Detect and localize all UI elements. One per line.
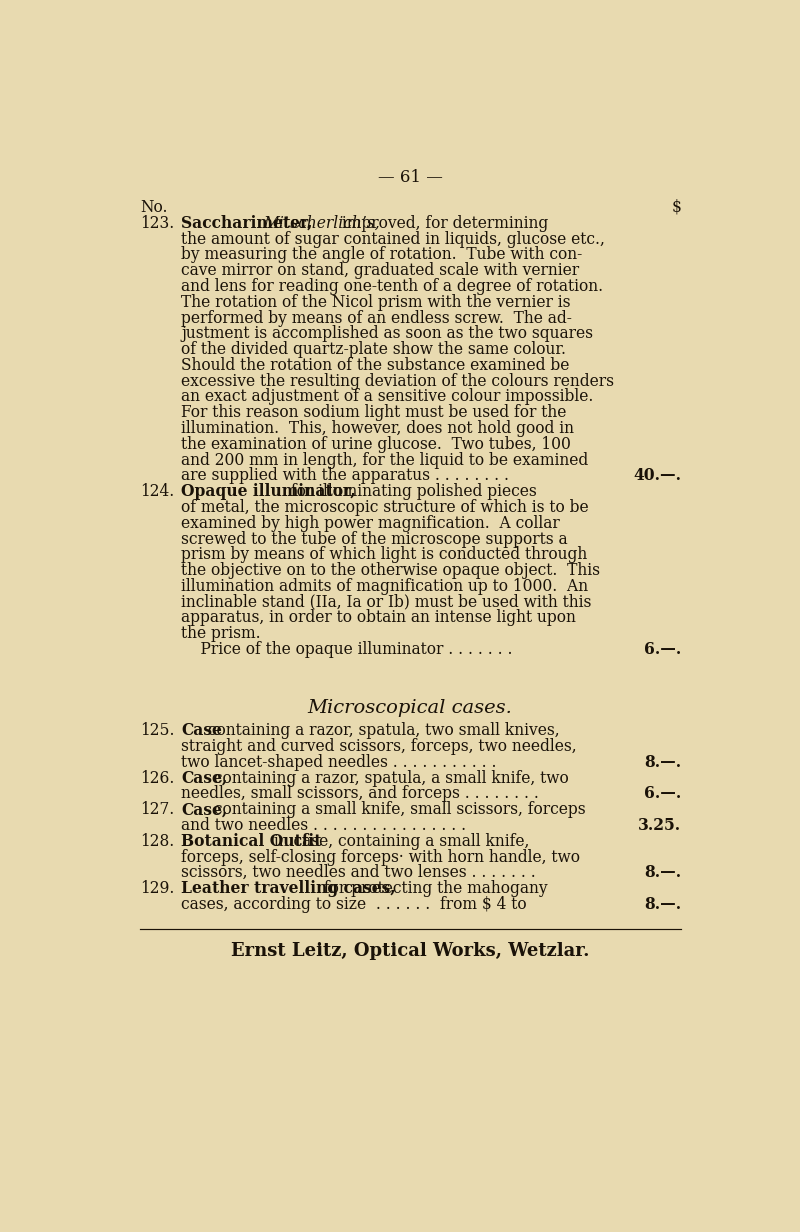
Text: forceps, self-closing forceps· with horn handle, two: forceps, self-closing forceps· with horn… <box>182 849 580 866</box>
Text: of metal, the microscopic structure of which is to be: of metal, the microscopic structure of w… <box>182 499 589 516</box>
Text: 128.: 128. <box>140 833 174 850</box>
Text: for illuminating polished pieces: for illuminating polished pieces <box>286 483 537 500</box>
Text: for protecting the mahogany: for protecting the mahogany <box>319 880 547 897</box>
Text: of the divided quartz-plate show the same colour.: of the divided quartz-plate show the sam… <box>182 341 566 359</box>
Text: 127.: 127. <box>140 801 174 818</box>
Text: and lens for reading one-tenth of a degree of rotation.: and lens for reading one-tenth of a degr… <box>182 278 603 294</box>
Text: the examination of urine glucose.  Two tubes, 100: the examination of urine glucose. Two tu… <box>182 436 571 453</box>
Text: in case, containing a small knife,: in case, containing a small knife, <box>270 833 530 850</box>
Text: The rotation of the Nicol prism with the vernier is: The rotation of the Nicol prism with the… <box>182 293 571 310</box>
Text: inclinable stand (IIa, Ia or Ib) must be used with this: inclinable stand (IIa, Ia or Ib) must be… <box>182 594 592 611</box>
Text: excessive the resulting deviation of the colours renders: excessive the resulting deviation of the… <box>182 372 614 389</box>
Text: 6.—.: 6.—. <box>644 641 682 658</box>
Text: cave mirror on stand, graduated scale with vernier: cave mirror on stand, graduated scale wi… <box>182 262 579 280</box>
Text: 129.: 129. <box>140 880 174 897</box>
Text: needles, small scissors, and forceps . . . . . . . .: needles, small scissors, and forceps . .… <box>182 786 539 802</box>
Text: Case,: Case, <box>182 770 228 786</box>
Text: Ernst Leitz, Optical Works, Wetzlar.: Ernst Leitz, Optical Works, Wetzlar. <box>230 942 590 961</box>
Text: 124.: 124. <box>140 483 174 500</box>
Text: two lancet-shaped needles . . . . . . . . . . .: two lancet-shaped needles . . . . . . . … <box>182 754 497 771</box>
Text: illumination admits of magnification up to 1000.  An: illumination admits of magnification up … <box>182 578 589 595</box>
Text: and two needles . . . . . . . . . . . . . . . .: and two needles . . . . . . . . . . . . … <box>182 817 466 834</box>
Text: cases, according to size  . . . . . .  from $ 4 to: cases, according to size . . . . . . fro… <box>182 896 527 913</box>
Text: 8.—.: 8.—. <box>644 754 682 771</box>
Text: apparatus, in order to obtain an intense light upon: apparatus, in order to obtain an intense… <box>182 610 576 626</box>
Text: Leather travelling cases,: Leather travelling cases, <box>182 880 396 897</box>
Text: Price of the opaque illuminator . . . . . . .: Price of the opaque illuminator . . . . … <box>182 641 513 658</box>
Text: containing a razor, spatula, a small knife, two: containing a razor, spatula, a small kni… <box>209 770 569 786</box>
Text: illumination.  This, however, does not hold good in: illumination. This, however, does not ho… <box>182 420 574 437</box>
Text: Opaque illuminator,: Opaque illuminator, <box>182 483 356 500</box>
Text: 8.—.: 8.—. <box>644 896 682 913</box>
Text: are supplied with the apparatus . . . . . . . .: are supplied with the apparatus . . . . … <box>182 467 510 484</box>
Text: containing a razor, spatula, two small knives,: containing a razor, spatula, two small k… <box>203 722 560 739</box>
Text: examined by high power magnification.  A collar: examined by high power magnification. A … <box>182 515 560 532</box>
Text: Case: Case <box>182 722 222 739</box>
Text: 8.—.: 8.—. <box>644 865 682 881</box>
Text: prism by means of which light is conducted through: prism by means of which light is conduct… <box>182 546 588 563</box>
Text: 125.: 125. <box>140 722 175 739</box>
Text: 3.25.: 3.25. <box>638 817 682 834</box>
Text: Saccharimeter,: Saccharimeter, <box>182 214 313 232</box>
Text: Mitscherlich’s,: Mitscherlich’s, <box>264 214 380 232</box>
Text: by measuring the angle of rotation.  Tube with con-: by measuring the angle of rotation. Tube… <box>182 246 582 264</box>
Text: 126.: 126. <box>140 770 174 786</box>
Text: $: $ <box>671 198 682 216</box>
Text: justment is accomplished as soon as the two squares: justment is accomplished as soon as the … <box>182 325 594 342</box>
Text: straight and curved scissors, forceps, two needles,: straight and curved scissors, forceps, t… <box>182 738 577 755</box>
Text: 6.—.: 6.—. <box>644 786 682 802</box>
Text: Microscopical cases.: Microscopical cases. <box>307 699 513 717</box>
Text: improved, for determining: improved, for determining <box>337 214 548 232</box>
Text: the prism.: the prism. <box>182 625 261 642</box>
Text: — 61 —: — 61 — <box>378 169 442 186</box>
Text: the objective on to the otherwise opaque object.  This: the objective on to the otherwise opaque… <box>182 562 600 579</box>
Text: For this reason sodium light must be used for the: For this reason sodium light must be use… <box>182 404 566 421</box>
Text: screwed to the tube of the microscope supports a: screwed to the tube of the microscope su… <box>182 531 568 547</box>
Text: Should the rotation of the substance examined be: Should the rotation of the substance exa… <box>182 357 570 373</box>
Text: 40.—.: 40.—. <box>634 467 682 484</box>
Text: 123.: 123. <box>140 214 174 232</box>
Text: Botanical Outfit: Botanical Outfit <box>182 833 322 850</box>
Text: No.: No. <box>140 198 168 216</box>
Text: Case,: Case, <box>182 801 228 818</box>
Text: performed by means of an endless screw.  The ad-: performed by means of an endless screw. … <box>182 309 572 326</box>
Text: containing a small knife, small scissors, forceps: containing a small knife, small scissors… <box>209 801 586 818</box>
Text: and 200 mm in length, for the liquid to be examined: and 200 mm in length, for the liquid to … <box>182 452 589 468</box>
Text: scissors, two needles and two lenses . . . . . . .: scissors, two needles and two lenses . .… <box>182 865 536 881</box>
Text: an exact adjustment of a sensitive colour impossible.: an exact adjustment of a sensitive colou… <box>182 388 594 405</box>
Text: the amount of sugar contained in liquids, glucose etc.,: the amount of sugar contained in liquids… <box>182 230 606 248</box>
